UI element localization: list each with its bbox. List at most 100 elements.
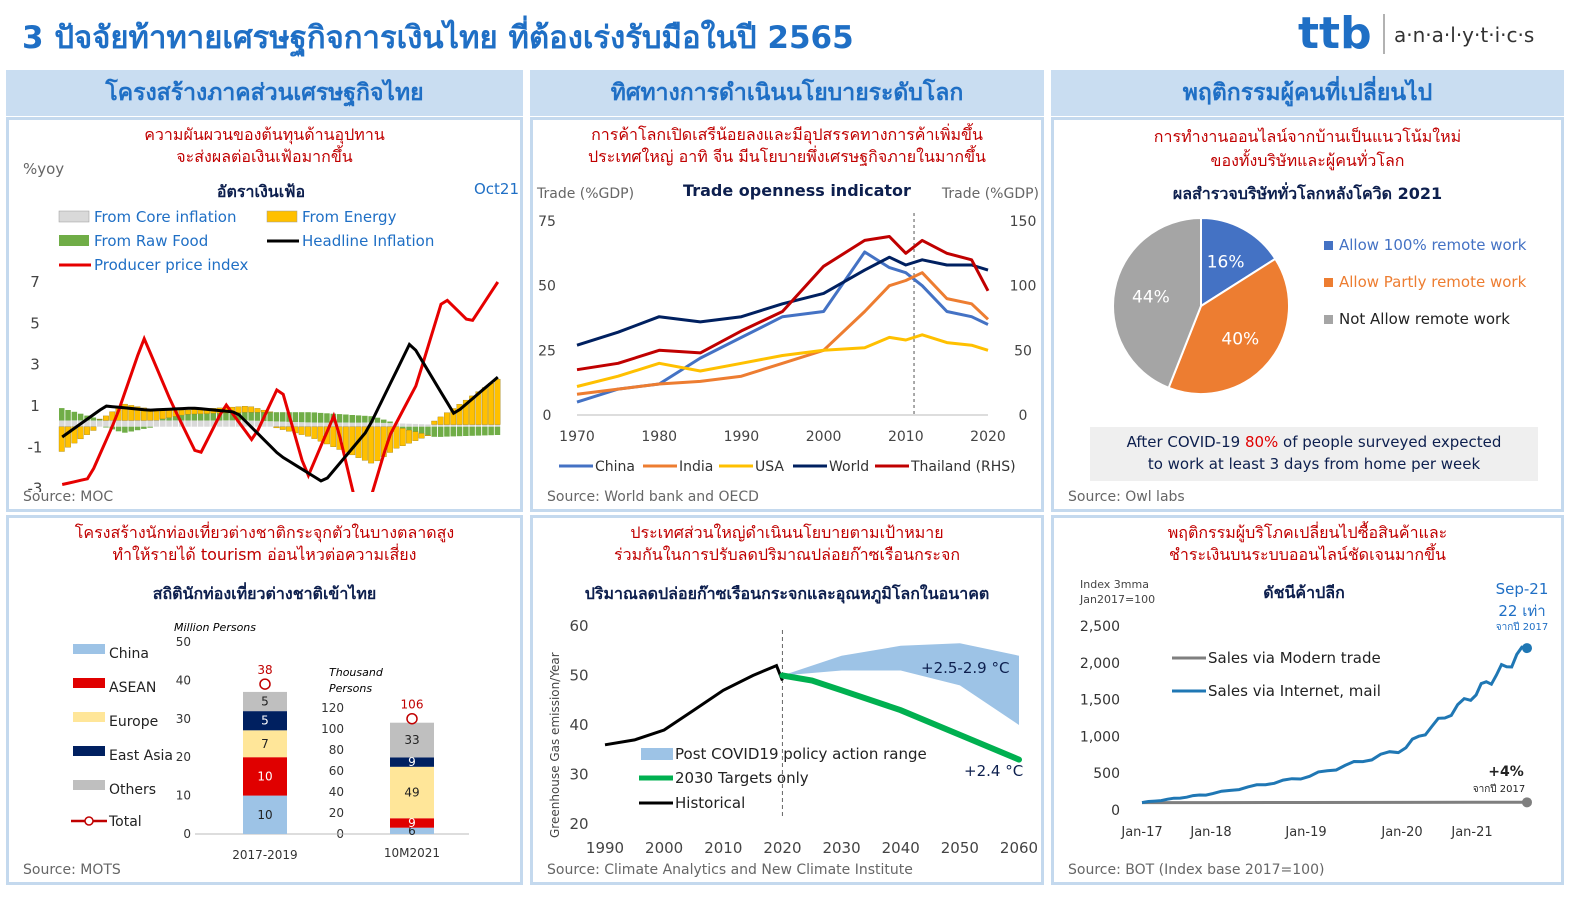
inflation-bar-energy [368, 426, 375, 464]
pie-slice [1167, 257, 1290, 395]
inflation-bar-core [185, 420, 191, 427]
logo-brand: ttb [1298, 8, 1372, 58]
emission-xtick: 2010 [704, 839, 742, 857]
tourism-legend-swatch [73, 746, 105, 756]
inflation-bar-food [305, 412, 311, 423]
inflation-bar-core [84, 420, 90, 427]
inflation-bar-food [324, 413, 330, 423]
remote-subtitle-1: การทำงานออนไลน์จากบ้านเป็นแนวโน้มใหม่ [1153, 127, 1462, 146]
inflation-bar-core [418, 424, 425, 427]
trade-xtick: 1990 [724, 429, 760, 445]
inflation-bar-food [77, 413, 84, 421]
tourism-bar-segment [390, 827, 434, 834]
inflation-bar-energy [361, 426, 368, 461]
trade-line-usa [576, 333, 989, 388]
trade-subtitle-2: ประเทศใหญ่ อาทิ จีน มีนโยบายพึ่งเศรษฐกิจ… [588, 147, 986, 166]
emission-ytick: 60 [569, 617, 588, 635]
retail-internet-endpoint [1522, 643, 1532, 654]
inflation-bar-food [248, 412, 254, 421]
inflation-bar-food [488, 426, 494, 436]
tourism-total-label: 106 [401, 698, 424, 712]
ttb-analytics-logo: ttb a·n·a·l·y·t·i·c·s [1298, 8, 1568, 59]
emission-xtick: 1990 [586, 839, 624, 857]
inflation-bar-energy [469, 395, 476, 425]
inflation-bar-core [349, 422, 355, 427]
emission-ylabel: Greenhouse Gas emission/Year [548, 652, 562, 838]
remote-pie-chart: 16% 40% 44% Allow 100% remote work Allow Pa… [1112, 216, 1527, 395]
inflation-bar-food [235, 412, 242, 421]
inflation-ytick: 3 [30, 356, 40, 374]
tourism-ytick-right: 40 [329, 785, 344, 799]
inflation-bar-core [412, 423, 419, 427]
retail-internet-mult: 22 เท่า [1498, 602, 1545, 620]
inflation-bar-food [191, 414, 198, 421]
inflation-bar-food [400, 426, 406, 429]
inflation-bar-energy [412, 431, 419, 441]
legend-food: From Raw Food [94, 232, 208, 250]
tourism-subtitle-1: โครงสร้างนักท่องเที่ยวต่างชาติกระจุกตัวใ… [74, 523, 455, 542]
inflation-bar-energy [191, 409, 198, 415]
tourism-ytick-left: 20 [176, 750, 191, 764]
emission-range-band [782, 643, 1019, 725]
inflation-bar-core [204, 420, 210, 427]
legend-usa: USA [755, 459, 784, 475]
inflation-bar-food [418, 426, 425, 434]
retail-xtick: Jan-19 [1284, 825, 1326, 840]
inflation-bar-core [381, 422, 387, 427]
inflation-bar-core [311, 422, 318, 427]
inflation-bar-energy [185, 409, 191, 415]
inflation-bar-energy [90, 426, 97, 431]
inflation-ytick: -1 [28, 438, 43, 456]
inflation-bar-core [469, 424, 475, 427]
emission-target-label: +2.4 °C [964, 762, 1023, 780]
inflation-ylabel: %yoy [23, 160, 64, 178]
inflation-bar-food [317, 412, 324, 423]
inflation-bar-food [147, 426, 153, 428]
inflation-bar-core [216, 420, 223, 427]
inflation-bar-energy [153, 409, 160, 421]
inflation-bar-energy [305, 426, 311, 437]
inflation-ytick: 7 [30, 273, 40, 291]
inflation-bar-core [191, 420, 198, 427]
tourism-legend-label: China [109, 646, 149, 662]
inflation-bar-food [115, 426, 122, 432]
retail-subtitle-1: พฤติกรรมผู้บริโภคเปลี่ยนไปซื้อสินค้าและ [1167, 523, 1448, 542]
inflation-bar-energy [342, 426, 349, 453]
panel-tourism: โครงสร้างนักท่องเที่ยวต่างชาติกระจุกตัวใ… [6, 515, 523, 885]
tourism-bar-value: 49 [404, 786, 419, 800]
retail-modern-since: จากปี 2017 [1473, 783, 1526, 795]
inflation-line-ppi [61, 281, 500, 492]
tourism-source: Source: MOTS [23, 862, 121, 878]
retail-ytick: 0 [1111, 803, 1120, 819]
panel-inflation: ความผันผวนของต้นทุนด้านอุปทาน จะส่งผลต่อ… [6, 117, 523, 512]
emission-chart-title: ปริมาณลดปล่อยก๊าซเรือนกระจกและอุณหภูมิโล… [584, 584, 990, 603]
inflation-bar-core [128, 420, 134, 427]
inflation-bar-food [450, 426, 456, 437]
logo-graphic: ttb a·n·a·l·y·t·i·c·s [1298, 8, 1534, 59]
trade-chart-title: Trade openness indicator [683, 181, 911, 200]
tourism-ylabel-left: Million Persons [174, 621, 256, 634]
remote-note-pct: 80% [1244, 433, 1279, 451]
inflation-bar-food [128, 426, 134, 432]
inflation-bar-core [437, 424, 444, 427]
inflation-line-headline [61, 342, 499, 483]
emission-source: Source: Climate Analytics and New Climat… [547, 862, 913, 878]
pie-legend-swatch [1324, 315, 1333, 324]
inflation-bar-energy [311, 426, 318, 439]
tourism-ytick-left: 40 [176, 673, 191, 687]
inflation-bar-food [456, 426, 463, 437]
inflation-bar-core [172, 420, 179, 427]
inflation-bar-core [488, 424, 494, 427]
inflation-bar-core [103, 420, 109, 427]
inflation-bar-core [147, 420, 153, 427]
inflation-bar-core [475, 424, 482, 427]
trade-xtick: 2020 [970, 429, 1006, 445]
inflation-bar-energy [178, 409, 185, 416]
inflation-bar-energy [393, 426, 400, 449]
column-header-structure: โครงสร้างภาคส่วนเศรษฐกิจไทย [6, 70, 523, 116]
legend-india: India [679, 459, 713, 475]
tourism-legend-label: Others [109, 782, 156, 798]
inflation-bar-core [362, 422, 368, 427]
inflation-bar-food [185, 414, 191, 421]
inflation-bar-core [387, 423, 393, 427]
